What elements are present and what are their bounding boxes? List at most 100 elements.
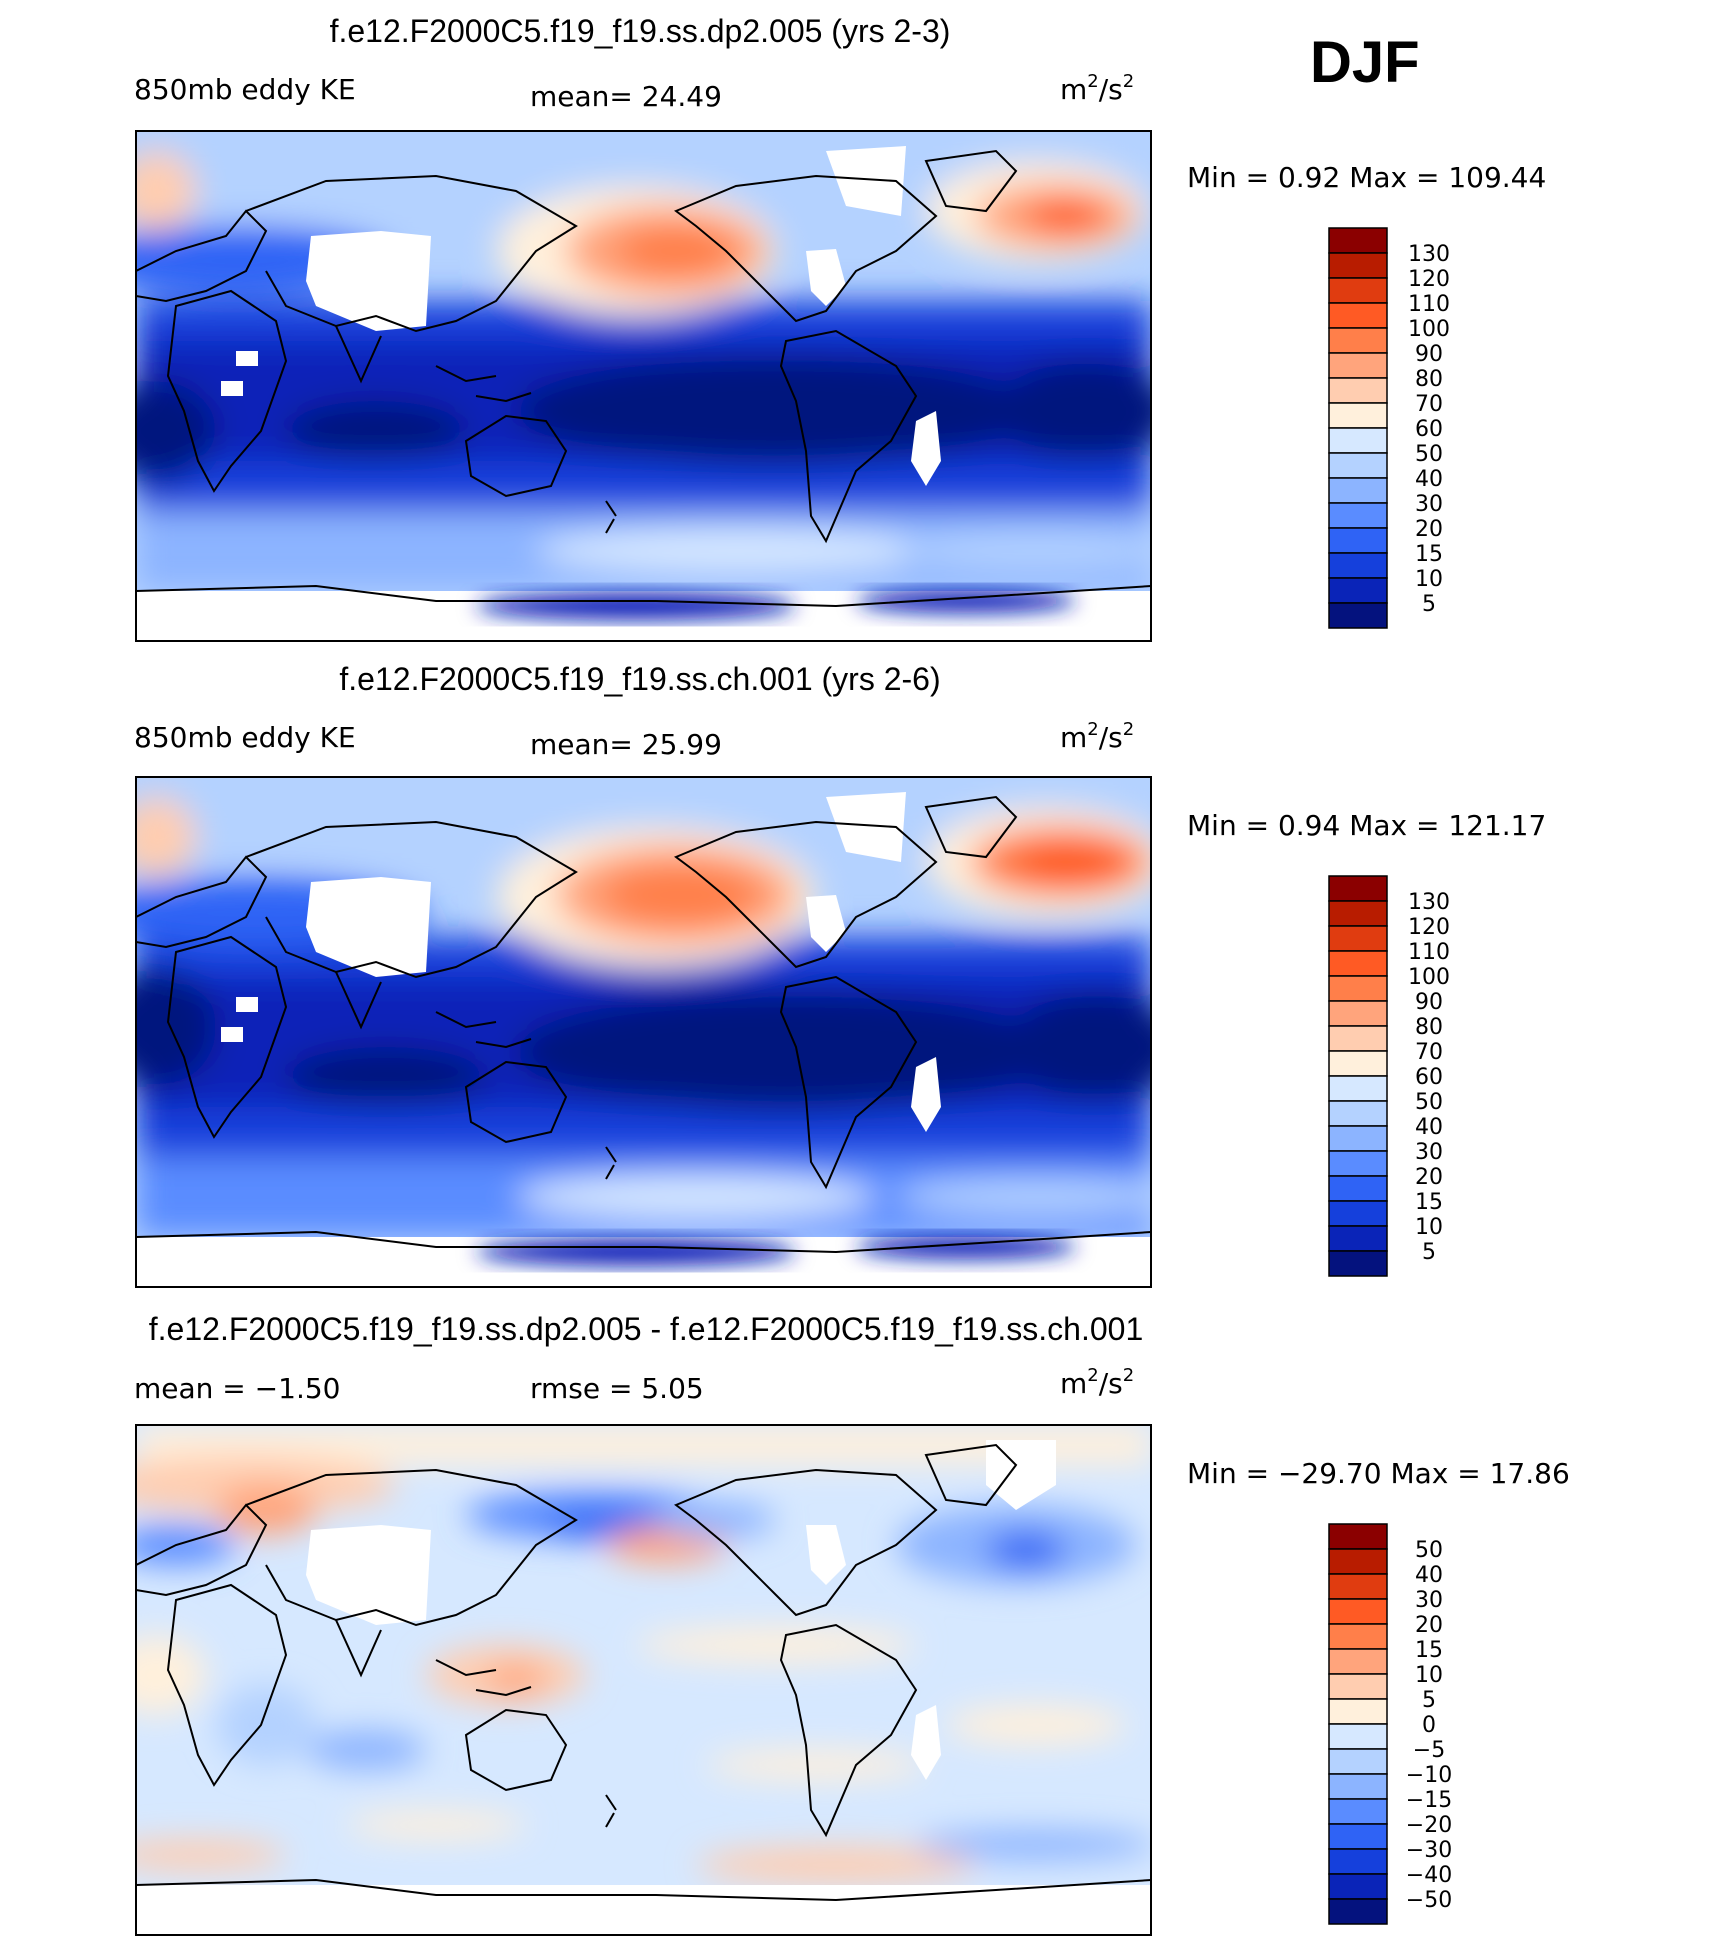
panel-3-units: m2/s2 <box>1060 1365 1134 1400</box>
colorbar-tick-label: 5 <box>1422 1240 1436 1265</box>
colorbar-tick-label: 5 <box>1422 1688 1436 1713</box>
panel-3-title: f.e12.F2000C5.f19_f19.ss.dp2.005 - f.e12… <box>149 1311 1143 1347</box>
colorbar-tick-label: −5 <box>1413 1738 1445 1763</box>
colorbar-tick-label: 80 <box>1415 1015 1443 1040</box>
colorbar-tick-label: −10 <box>1406 1763 1452 1788</box>
colorbar-swatch <box>1328 1573 1388 1600</box>
colorbar-tick-label: 120 <box>1408 267 1450 292</box>
colorbar-swatch <box>1328 1075 1388 1102</box>
colorbar-swatch <box>1328 552 1388 579</box>
panel-2-map <box>135 776 1152 1288</box>
colorbar-swatch <box>1328 1000 1388 1027</box>
panel-1-left-label: 850mb eddy KE <box>134 73 356 106</box>
colorbar-swatch <box>1328 302 1388 329</box>
colorbar-swatch <box>1328 402 1388 429</box>
colorbar-swatch <box>1328 1225 1388 1252</box>
colorbar-swatch <box>1328 950 1388 977</box>
colorbar-tick-label: 5 <box>1422 592 1436 617</box>
colorbar-tick-label: 20 <box>1415 517 1443 542</box>
panel-2-mid-label: mean= 25.99 <box>530 728 722 761</box>
colorbar-tick-label: 15 <box>1415 1638 1443 1663</box>
colorbar-swatch <box>1328 1798 1388 1825</box>
colorbar-tick-label: 80 <box>1415 367 1443 392</box>
colorbar-tick-label: 10 <box>1415 1663 1443 1688</box>
colorbar-tick-label: 30 <box>1415 1140 1443 1165</box>
colorbar-swatch <box>1328 1698 1388 1725</box>
colorbar-tick-label: 15 <box>1415 1190 1443 1215</box>
colorbar-swatch <box>1328 975 1388 1002</box>
colorbar-tick-label: 20 <box>1415 1165 1443 1190</box>
colorbar-swatch <box>1328 1623 1388 1650</box>
colorbar-swatch <box>1328 427 1388 454</box>
colorbar-tick-label: 130 <box>1408 242 1450 267</box>
colorbar-tick-label: 50 <box>1415 1090 1443 1115</box>
colorbar-swatch <box>1328 1548 1388 1575</box>
colorbar-swatch <box>1328 925 1388 952</box>
colorbar-swatch <box>1328 1773 1388 1800</box>
colorbar-tick-label: 15 <box>1415 542 1443 567</box>
colorbar-tick-label: 70 <box>1415 392 1443 417</box>
panel-1-units: m2/s2 <box>1060 71 1134 106</box>
panel-2: f.e12.F2000C5.f19_f19.ss.ch.001 (yrs 2-6… <box>134 661 1546 1288</box>
colorbar-swatch <box>1328 1848 1388 1875</box>
colorbar-tick-label: 60 <box>1415 417 1443 442</box>
colorbar-tick-label: −40 <box>1406 1863 1452 1888</box>
panel-3-mid-label: rmse = 5.05 <box>530 1372 704 1405</box>
panel-3-map <box>135 1424 1152 1936</box>
panel-3: f.e12.F2000C5.f19_f19.ss.dp2.005 - f.e12… <box>134 1311 1570 1936</box>
colorbar-tick-label: 30 <box>1415 1588 1443 1613</box>
colorbar-tick-label: 10 <box>1415 1215 1443 1240</box>
colorbar-tick-label: 40 <box>1415 1563 1443 1588</box>
panel-3-left-label: mean = −1.50 <box>134 1372 340 1405</box>
colorbar-swatch <box>1328 277 1388 304</box>
colorbar-tick-label: 120 <box>1408 915 1450 940</box>
colorbar-tick-label: −15 <box>1406 1788 1452 1813</box>
colorbar-tick-label: 60 <box>1415 1065 1443 1090</box>
colorbar-tick-label: 110 <box>1408 292 1450 317</box>
colorbar-tick-label: 70 <box>1415 1040 1443 1065</box>
panel-2-minmax: Min = 0.94 Max = 121.17 <box>1187 809 1546 842</box>
colorbar-swatch <box>1328 452 1388 479</box>
colorbar-swatch <box>1328 1025 1388 1052</box>
panel-2-units: m2/s2 <box>1060 719 1134 754</box>
colorbar-swatch <box>1328 1648 1388 1675</box>
panel-1: f.e12.F2000C5.f19_f19.ss.dp2.005 (yrs 2-… <box>134 13 1546 642</box>
colorbar-tick-label: 100 <box>1408 965 1450 990</box>
colorbar-swatch <box>1328 352 1388 379</box>
colorbar-swatch <box>1328 1250 1388 1277</box>
colorbar-swatch <box>1328 1175 1388 1202</box>
colorbar-swatch <box>1328 1050 1388 1077</box>
colorbar-swatch <box>1328 502 1388 529</box>
colorbar-swatch <box>1328 1898 1388 1925</box>
colorbar-tick-label: 30 <box>1415 492 1443 517</box>
panel-2-title: f.e12.F2000C5.f19_f19.ss.ch.001 (yrs 2-6… <box>339 661 940 697</box>
colorbar-tick-label: 50 <box>1415 1538 1443 1563</box>
colorbar-swatch <box>1328 900 1388 927</box>
colorbar-tick-label: 50 <box>1415 442 1443 467</box>
colorbar-swatch <box>1328 1200 1388 1227</box>
colorbar-swatch <box>1328 1723 1388 1750</box>
colorbar-tick-label: 90 <box>1415 342 1443 367</box>
panel-1-title: f.e12.F2000C5.f19_f19.ss.dp2.005 (yrs 2-… <box>330 13 951 49</box>
colorbar-swatch <box>1328 1748 1388 1775</box>
colorbar-swatch <box>1328 227 1388 254</box>
colorbar-swatch <box>1328 1523 1388 1550</box>
colorbar-swatch <box>1328 1150 1388 1177</box>
colorbar-tick-label: −30 <box>1406 1838 1452 1863</box>
colorbar-tick-label: 90 <box>1415 990 1443 1015</box>
colorbar-tick-label: 40 <box>1415 467 1443 492</box>
colorbar-swatch <box>1328 1873 1388 1900</box>
panel-1-map <box>135 130 1152 642</box>
colorbar-tick-label: −50 <box>1406 1888 1452 1913</box>
colorbar-swatch <box>1328 252 1388 279</box>
colorbar-swatch <box>1328 1823 1388 1850</box>
colorbar-swatch <box>1328 527 1388 554</box>
panel-1-minmax: Min = 0.92 Max = 109.44 <box>1187 161 1546 194</box>
panel-2-left-label: 850mb eddy KE <box>134 721 356 754</box>
colorbar-swatch <box>1328 1598 1388 1625</box>
colorbar-swatch <box>1328 477 1388 504</box>
